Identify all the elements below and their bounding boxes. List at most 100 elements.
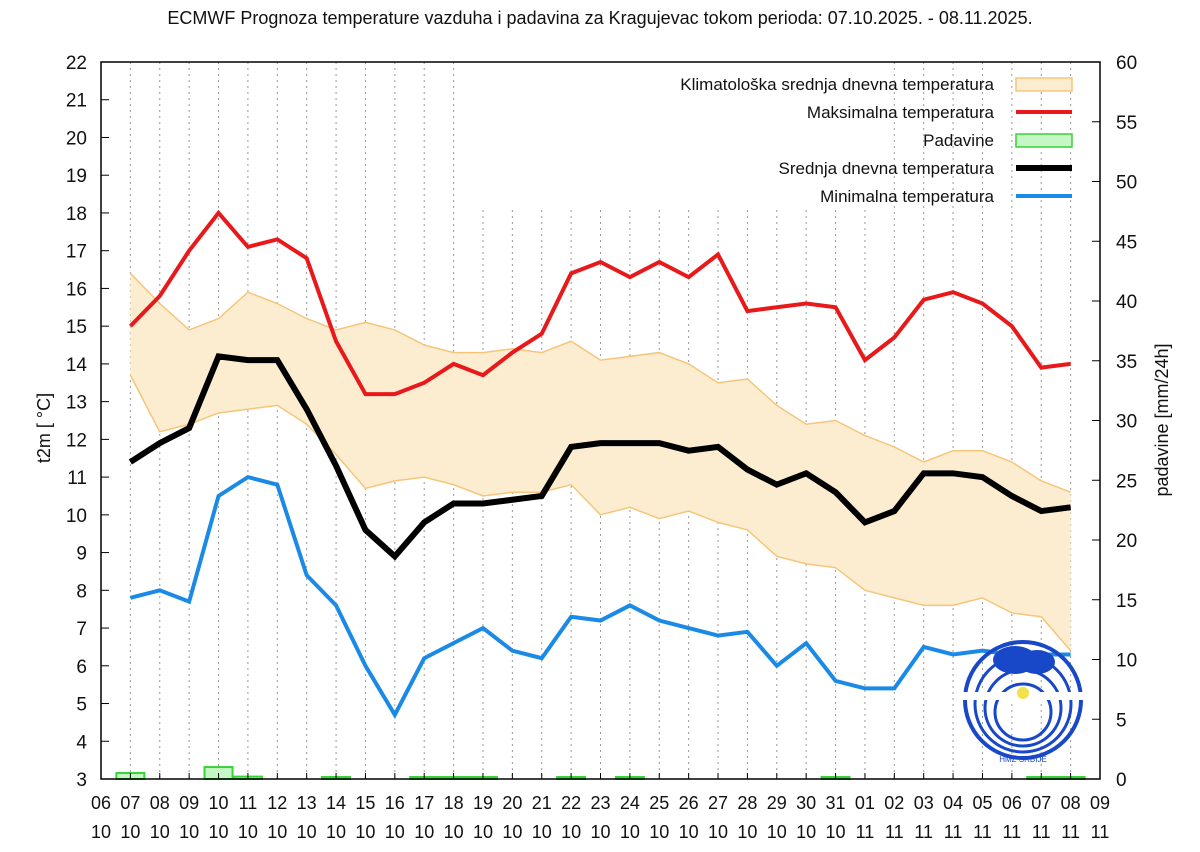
hmz-logo: HMZ SRBIJE (959, 640, 1087, 764)
x-tick-month: 10 (297, 822, 317, 842)
climate-band-area (130, 273, 1071, 651)
x-tick-month: 10 (796, 822, 816, 842)
max-temp-line (128, 209, 1071, 397)
x-tick-month: 10 (620, 822, 640, 842)
x-tick-day: 07 (1031, 793, 1051, 813)
x-tick-month: 10 (767, 822, 787, 842)
x-tick-month: 10 (91, 822, 111, 842)
y-tick-label: 4 (76, 732, 87, 753)
x-tick-month: 10 (532, 822, 552, 842)
legend: Klimatološka srednja dnevna temperatura M… (680, 75, 1073, 206)
x-tick-day: 30 (796, 793, 816, 813)
x-tick-day: 27 (708, 793, 728, 813)
svg-text:HMZ SRBIJE: HMZ SRBIJE (999, 755, 1047, 764)
legend-swatch (1015, 77, 1073, 92)
x-tick-month: 10 (444, 822, 464, 842)
y2-tick-label: 55 (1116, 113, 1137, 134)
x-tick-day: 16 (385, 793, 405, 813)
x-tick-month: 11 (1061, 822, 1080, 842)
x-tick-month: 10 (209, 822, 229, 842)
y2-axis-ticks: 0 5 10 15 20 25 30 35 40 45 50 55 60 (1092, 53, 1137, 791)
y-tick-label: 12 (66, 430, 87, 451)
y2-tick-label: 10 (1116, 651, 1137, 672)
y2-tick-label: 0 (1116, 770, 1127, 791)
y-tick-label: 3 (76, 770, 87, 791)
y-tick-label: 21 (66, 91, 87, 112)
x-tick-day: 03 (914, 793, 934, 813)
y-tick-label: 10 (66, 506, 87, 527)
chart-title: ECMWF Prognoza temperature vazduha i pad… (167, 8, 1033, 28)
x-tick-month: 10 (267, 822, 287, 842)
x-tick-day: 14 (326, 793, 346, 813)
x-tick-day: 11 (239, 793, 258, 813)
x-tick-month: 11 (944, 822, 963, 842)
x-tick-month: 11 (914, 822, 933, 842)
y-tick-label: 20 (66, 128, 87, 149)
x-tick-month: 10 (385, 822, 405, 842)
x-tick-day: 02 (884, 793, 904, 813)
y-tick-label: 16 (66, 279, 87, 300)
legend-label: Padavine (923, 131, 994, 150)
x-tick-month: 10 (649, 822, 669, 842)
x-tick-month: 10 (179, 822, 199, 842)
y2-tick-label: 20 (1116, 531, 1137, 552)
x-tick-day: 13 (297, 793, 317, 813)
y2-axis-label: padavine [mm/24h] (1152, 343, 1172, 496)
x-tick-day: 21 (532, 793, 552, 813)
x-tick-day: 17 (414, 793, 434, 813)
x-tick-month: 10 (737, 822, 757, 842)
y-tick-label: 5 (76, 695, 87, 716)
y-tick-label: 6 (76, 657, 87, 678)
y-tick-label: 13 (66, 393, 87, 414)
x-tick-day: 06 (1002, 793, 1022, 813)
y-tick-label: 7 (76, 619, 87, 640)
x-tick-day: 22 (561, 793, 581, 813)
x-tick-day: 01 (855, 793, 875, 813)
x-grid (129, 62, 1072, 779)
y-tick-label: 11 (67, 468, 87, 489)
y-tick-label: 19 (66, 166, 87, 187)
legend-label: Maksimalna temperatura (807, 103, 995, 122)
x-tick-day: 09 (179, 793, 199, 813)
x-tick-month: 10 (561, 822, 581, 842)
x-tick-month: 10 (473, 822, 493, 842)
y-tick-label: 15 (66, 317, 87, 338)
y2-tick-label: 45 (1116, 232, 1137, 253)
x-tick-day: 20 (502, 793, 522, 813)
x-tick-month: 10 (590, 822, 610, 842)
y-tick-label: 8 (76, 581, 87, 602)
y-axis-label: t2m [ °C] (34, 393, 54, 463)
x-tick-day: 08 (1061, 793, 1081, 813)
x-tick-day: 23 (590, 793, 610, 813)
x-axis-ticks: 06 10 07 10 08 10 09 10 10 10 11 10 12 10 13 10 14 10 15 10… (91, 773, 1110, 842)
y2-tick-label: 40 (1116, 292, 1137, 313)
x-tick-day: 09 (1090, 793, 1110, 813)
y2-tick-label: 5 (1116, 710, 1127, 731)
x-tick-month: 10 (414, 822, 434, 842)
x-tick-day: 04 (943, 793, 963, 813)
x-tick-month: 10 (355, 822, 375, 842)
x-tick-month: 10 (120, 822, 140, 842)
y2-tick-label: 35 (1116, 352, 1137, 373)
x-tick-month: 10 (826, 822, 846, 842)
x-tick-day: 15 (355, 793, 375, 813)
y-tick-label: 14 (66, 355, 88, 376)
legend-label: Minimalna temperatura (820, 187, 994, 206)
legend-label: Klimatološka srednja dnevna temperatura (680, 75, 994, 94)
x-tick-month: 11 (1003, 822, 1022, 842)
y-tick-label: 17 (66, 242, 87, 263)
y-axis-ticks: 3 4 5 6 7 8 9 10 11 12 13 14 15 16 17 18 19 20 21 22 (66, 53, 109, 791)
y2-tick-label: 50 (1116, 173, 1137, 194)
x-tick-day: 06 (91, 793, 111, 813)
x-tick-day: 29 (767, 793, 787, 813)
x-tick-month: 10 (679, 822, 699, 842)
legend-label: Srednja dnevna temperatura (779, 159, 995, 178)
x-tick-month: 10 (238, 822, 258, 842)
x-tick-day: 07 (120, 793, 140, 813)
x-tick-day: 19 (473, 793, 493, 813)
x-tick-month: 11 (1091, 822, 1110, 842)
x-tick-month: 11 (1032, 822, 1051, 842)
min-temp-line (129, 474, 1071, 719)
x-tick-month: 11 (885, 822, 904, 842)
